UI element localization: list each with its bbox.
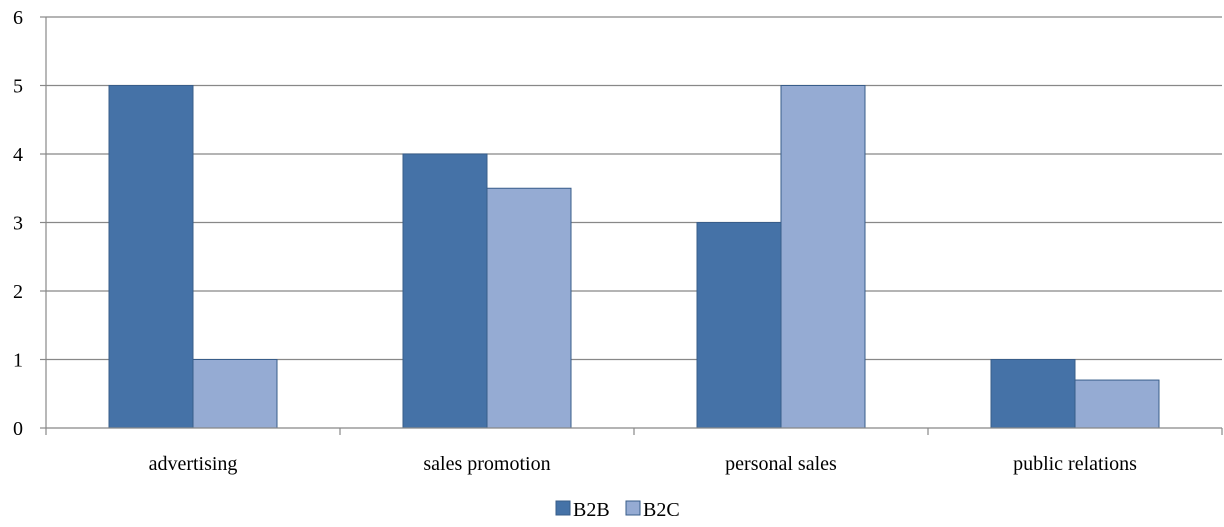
bar-b2b-personal-sales — [696, 222, 782, 429]
category-labels: advertising sales promotion personal sales… — [149, 453, 1138, 475]
y-axis-ticks: 0 1 2 3 4 5 6 — [13, 7, 46, 440]
category-label: public relations — [1013, 453, 1137, 475]
gridlines — [46, 16, 1222, 361]
legend-swatch-b2b — [555, 500, 571, 516]
legend-swatch-b2c — [625, 500, 641, 516]
y-tick-label: 3 — [13, 213, 23, 235]
y-tick-label: 5 — [13, 76, 23, 98]
bar-b2c-public-relations — [1074, 379, 1160, 429]
category-label: advertising — [149, 453, 238, 475]
category-label: personal sales — [725, 453, 837, 475]
legend-label-b2c: B2C — [643, 499, 680, 521]
bar-b2b-public-relations — [990, 359, 1076, 429]
bars — [108, 85, 1160, 429]
bar-b2c-advertising — [192, 359, 278, 429]
legend-label-b2b: B2B — [573, 499, 610, 521]
category-label: sales promotion — [423, 453, 550, 475]
y-tick-label: 2 — [13, 281, 23, 303]
bar-b2b-advertising — [108, 85, 194, 429]
x-axis — [45, 17, 1223, 435]
y-tick-label: 4 — [13, 144, 23, 166]
legend: B2B B2C — [555, 499, 680, 521]
y-tick-label: 1 — [13, 350, 23, 372]
y-tick-label: 0 — [13, 418, 23, 440]
bar-b2c-personal-sales — [780, 85, 866, 429]
y-tick-label: 6 — [13, 7, 23, 29]
bar-b2b-sales-promotion — [402, 153, 488, 429]
bar-b2c-sales-promotion — [486, 187, 572, 429]
